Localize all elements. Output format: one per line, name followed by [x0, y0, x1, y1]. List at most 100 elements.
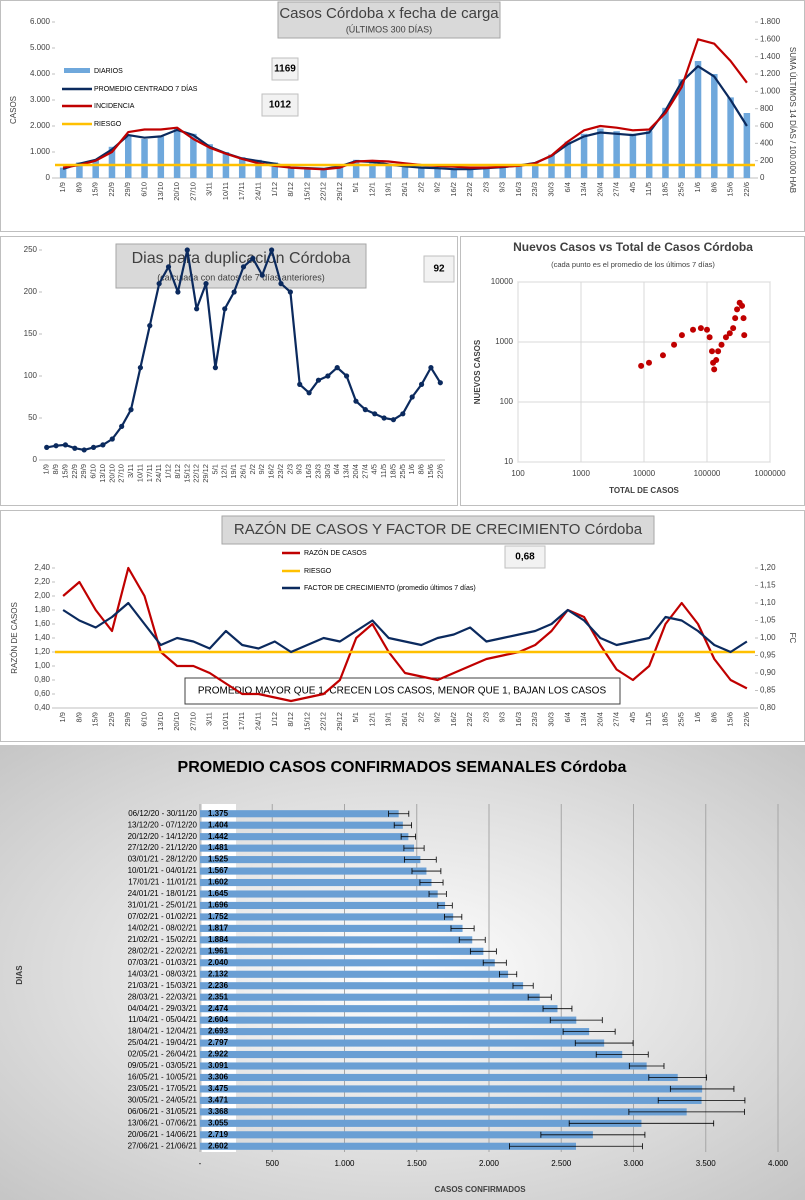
y2-tick-label: 800: [760, 104, 774, 113]
y-tick-label: 21/03/21 - 15/03/21: [128, 981, 198, 990]
y-tick-label: 20/12/20 - 14/12/20: [128, 832, 198, 841]
y-tick-label: 30/05/21 - 24/05/21: [128, 1096, 198, 1105]
y-tick-label: 1,80: [34, 605, 50, 614]
y2-tick-label: 1,15: [760, 581, 776, 590]
x-tick-label: 22/9: [107, 712, 116, 727]
y-tick-label: 06/06/21 - 31/05/21: [128, 1107, 198, 1116]
y-tick-label: 09/05/21 - 03/05/21: [128, 1061, 198, 1070]
error-bar: [648, 1074, 708, 1081]
bar: [206, 144, 213, 178]
x-tick-label: 22/9: [70, 464, 79, 479]
marker: [62, 442, 69, 448]
x-tick-label: 16/3: [514, 182, 523, 197]
bar: [200, 1050, 623, 1059]
point: [678, 332, 685, 339]
y-tick-label: 25/04/21 - 19/04/21: [128, 1038, 198, 1047]
bar: [200, 993, 540, 1001]
x-tick-label: 1000: [572, 469, 590, 478]
value-label: 1.645: [208, 889, 229, 898]
bar: [564, 141, 572, 178]
bar: [531, 162, 539, 178]
y-tick-label: 0: [33, 455, 38, 464]
y2-axis-label: FC: [788, 633, 797, 644]
x-tick-label: 2/3: [285, 464, 294, 474]
point: [718, 341, 725, 348]
x-tick-label: 29/12: [201, 464, 210, 483]
point: [732, 315, 739, 322]
error-bar: [540, 1131, 646, 1138]
x-tick-label: 1000000: [754, 469, 786, 478]
x-tick-label: 3.000: [623, 1159, 644, 1168]
x-tick-label: 8/6: [709, 712, 718, 722]
annotation: 1012: [269, 100, 292, 111]
x-tick-label: 29/9: [123, 712, 132, 727]
y-tick-label: 24/01/21 - 18/01/21: [128, 889, 198, 898]
panel: [0, 0, 805, 232]
y-tick-label: 10/01/21 - 04/01/21: [128, 866, 198, 875]
value-label: 2.236: [208, 981, 229, 990]
marker: [53, 443, 59, 449]
x-tick-label: 1/6: [693, 182, 702, 192]
x-tick-label: 6/4: [332, 464, 341, 474]
x-tick-label: 15/9: [91, 712, 100, 727]
y2-tick-label: 0,95: [760, 651, 776, 660]
x-tick-label: 19/1: [384, 182, 393, 197]
x-tick-label: 27/4: [360, 464, 369, 479]
bar: [238, 157, 246, 178]
bar: [200, 901, 446, 910]
y-tick-label: 0: [46, 173, 51, 182]
bar: [200, 913, 454, 921]
value-label: 1.442: [208, 832, 229, 841]
y-tick-label: 13/06/21 - 07/06/21: [128, 1118, 198, 1127]
x-tick-label: 13/10: [156, 182, 165, 201]
y-tick-label: 17/01/21 - 11/01/21: [128, 878, 197, 887]
bar: [401, 166, 409, 178]
x-tick-label: 9/2: [433, 182, 442, 192]
marker: [269, 247, 275, 253]
chart-title: RAZÓN DE CASOS Y FACTOR DE CRECIMIENTO C…: [234, 521, 643, 538]
marker: [418, 381, 425, 387]
point: [706, 334, 713, 341]
bar: [200, 1131, 593, 1139]
x-tick-label: 4/5: [628, 712, 637, 722]
chart-title: Dias para duplicación Córdoba: [132, 250, 351, 267]
x-tick-label: 2/2: [416, 182, 425, 192]
bar: [190, 133, 197, 178]
y2-tick-label: 0,85: [760, 686, 776, 695]
point: [645, 359, 652, 366]
note: PROMEDIO MAYOR QUE 1, CRECEN LOS CASOS, …: [198, 686, 607, 697]
x-tick-label: 22/6: [742, 182, 751, 197]
x-tick-label: 20/4: [595, 182, 604, 197]
x-tick-label: 10/11: [221, 712, 230, 730]
x-tick-label: 30/3: [323, 464, 332, 479]
point: [740, 315, 747, 322]
x-tick-label: 1.000: [334, 1159, 355, 1168]
x-tick-label: 25/5: [398, 464, 407, 479]
bar: [141, 139, 148, 178]
x-tick-label: 1/6: [693, 712, 702, 722]
legend-label: DIARIOS: [94, 68, 123, 75]
x-tick-label: 8/12: [173, 464, 182, 479]
y2-tick-label: 400: [760, 138, 774, 147]
y-tick-label: 06/12/20 - 30/11/20: [128, 809, 197, 818]
x-tick-label: 11/5: [644, 182, 653, 196]
point: [730, 325, 737, 332]
marker: [90, 444, 97, 450]
y-tick-label: 2,20: [34, 577, 50, 586]
x-tick-label: 5/1: [351, 182, 360, 192]
x-tick-label: 10/11: [221, 182, 230, 200]
legend-label: PROMEDIO CENTRADO 7 DÍAS: [94, 84, 198, 93]
y2-axis-label: SUMA ÚLTIMOS 14 DÍAS / 100.000 HAB: [788, 47, 797, 193]
x-tick-label: 2/2: [416, 712, 425, 722]
marker: [297, 381, 303, 387]
x-tick-label: 4.000: [768, 1159, 789, 1168]
bar: [287, 167, 295, 178]
value-label: 1.817: [208, 924, 229, 933]
x-tick-label: 29/9: [79, 464, 88, 479]
y2-tick-label: 1,20: [760, 563, 776, 572]
y-tick-label: 1000: [495, 337, 513, 346]
value-label: 2.693: [208, 1027, 229, 1036]
y-axis-label: RAZÓN DE CASOS: [10, 602, 19, 674]
x-tick-label: 11/5: [379, 464, 388, 478]
x-tick-label: 1/9: [58, 712, 67, 722]
